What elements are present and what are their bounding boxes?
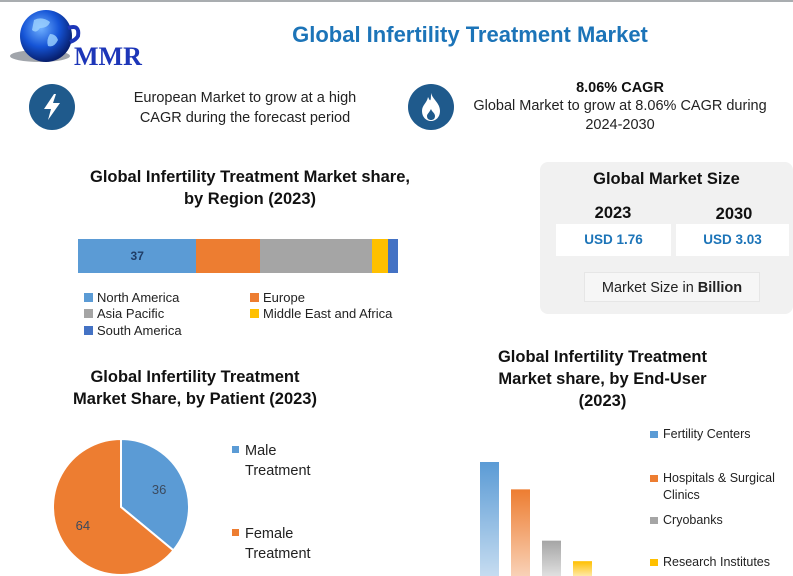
legend-item-research-institutes: Research Institutes: [650, 554, 770, 571]
page-title: Global Infertility Treatment Market: [292, 22, 648, 47]
legend-swatch-research-institutes: [650, 559, 658, 566]
legend-label-female-line1: Female: [245, 526, 294, 542]
legend-item-cryobanks: Cryobanks: [650, 512, 723, 529]
bar-segment-middle-east-and-africa: [372, 239, 389, 273]
legend-swatch-asia-pacific: [84, 309, 93, 318]
enduser-legend: Fertility Centers Hospitals & Surgical Cli…: [650, 426, 793, 576]
legend-label-hospitals-surgical-clinics-line2: Clinics: [663, 488, 700, 502]
bar-segment-europe: [196, 239, 261, 273]
bar-segment-north-america: 37: [78, 239, 197, 273]
market-size-unit: Market Size in Billion: [584, 272, 760, 302]
enduser-chart-title-line1: Global Infertility Treatment: [497, 348, 708, 366]
legend-label-hospitals-surgical-clinics: Hospitals & Surgical: [663, 471, 775, 485]
lightning-icon: [29, 84, 75, 130]
market-size-year-2030: 2030: [715, 205, 753, 223]
legend-swatch-hospitals-surgical-clinics: [650, 475, 658, 482]
bar-fertility-centers: [480, 462, 499, 576]
top-border: [0, 0, 793, 2]
pie-slice-female: [52, 437, 175, 576]
legend-item-middle-east-and-africa: Middle East and Africa: [250, 306, 392, 321]
market-size-value-2030: USD 3.03: [676, 224, 789, 256]
legend-item-north-america: North America: [84, 290, 179, 305]
enduser-chart-title-line3: (2023): [578, 392, 627, 410]
pie-label-male: 36: [152, 482, 166, 497]
legend-item-asia-pacific: Asia Pacific: [84, 306, 164, 321]
market-size-year-2023: 2023: [594, 204, 632, 222]
data-label-north-america: 37: [130, 249, 144, 263]
legend-swatch-fertility-centers: [650, 431, 658, 438]
region-chart-title-line2: by Region (2023): [183, 190, 317, 208]
europe-highlight-line2: CAGR during the forecast period: [139, 110, 351, 126]
legend-item-fertility-centers: Fertility Centers: [650, 426, 751, 443]
legend-swatch-female: [232, 528, 239, 536]
market-size-unit-bold: Billion: [697, 280, 743, 296]
europe-highlight-line1: European Market to grow at a high: [133, 90, 357, 106]
pie-label-female: 64: [76, 518, 90, 533]
legend-item-south-america: South America: [84, 323, 182, 338]
legend-swatch-male: [232, 445, 239, 453]
pie-slice-male: [120, 437, 190, 552]
legend-swatch-north-america: [84, 293, 93, 302]
cagr-line2: 2024-2030: [585, 117, 655, 133]
enduser-bar-chart: [480, 462, 592, 576]
europe-highlight-text: European Market to grow at a high CAGR d…: [95, 88, 395, 128]
legend-label-male-line1: Male: [245, 443, 277, 459]
patient-chart-title-line2: Market Share, by Patient (2023): [73, 390, 317, 408]
legend-item-hospitals-surgical-clinics: Hospitals & Surgical Clinics: [650, 470, 775, 504]
patient-chart-title: Global Infertility Treatment Market Shar…: [40, 366, 350, 410]
legend-label-middle-east-and-africa: Middle East and Africa: [263, 306, 393, 321]
market-size-unit-prefix: Market Size in: [601, 280, 698, 296]
patient-pie-chart: 36 64: [52, 437, 190, 576]
legend-swatch-middle-east-and-africa: [250, 309, 259, 318]
region-stacked-bar: 37: [78, 239, 398, 273]
enduser-chart-title-line2: Market share, by End-User: [498, 370, 707, 388]
patient-chart-title-line1: Global Infertility Treatment: [90, 368, 300, 386]
mmr-logo: MMR: [4, 6, 154, 71]
legend-label-research-institutes: Research Institutes: [663, 555, 770, 569]
legend-item-europe: Europe: [250, 290, 305, 305]
legend-swatch-europe: [250, 293, 259, 302]
bar-segment-asia-pacific: [260, 239, 373, 273]
logo-text: MMR: [74, 42, 142, 71]
legend-label-female-line2: Treatment: [245, 546, 311, 562]
bar-cryobanks: [542, 540, 561, 576]
globe-icon: [10, 10, 81, 62]
bar-research-institutes: [573, 561, 592, 576]
region-legend: North America Europe Asia Pacific Middle Ea…: [84, 290, 414, 340]
legend-label-europe: Europe: [263, 290, 305, 305]
enduser-chart-title: Global Infertility Treatment Market shar…: [460, 346, 745, 412]
legend-label-male-line2: Treatment: [245, 463, 311, 479]
legend-label-south-america: South America: [97, 323, 182, 338]
bar-hospitals-surgical-clinics: [511, 489, 530, 576]
region-chart-title: Global Infertility Treatment Market shar…: [70, 166, 430, 210]
cagr-title: 8.06% CAGR: [576, 80, 664, 96]
region-chart-title-line1: Global Infertility Treatment Market shar…: [89, 168, 410, 186]
pie-legend-male: Male Treatment: [232, 441, 311, 481]
market-size-value-2023: USD 1.76: [556, 224, 671, 256]
cagr-description: Global Market to grow at 8.06% CAGR duri…: [440, 97, 793, 135]
pie-legend-female: Female Treatment: [232, 524, 311, 564]
cagr-line1: Global Market to grow at 8.06% CAGR duri…: [473, 98, 767, 114]
legend-label-fertility-centers: Fertility Centers: [663, 427, 751, 441]
market-size-title: Global Market Size: [593, 170, 740, 188]
legend-swatch-cryobanks: [650, 517, 658, 524]
legend-label-cryobanks: Cryobanks: [663, 513, 723, 527]
legend-swatch-south-america: [84, 326, 93, 335]
flame-icon: [408, 84, 454, 130]
bar-segment-south-america: [388, 239, 398, 273]
legend-label-north-america: North America: [97, 290, 180, 305]
legend-label-asia-pacific: Asia Pacific: [97, 306, 165, 321]
